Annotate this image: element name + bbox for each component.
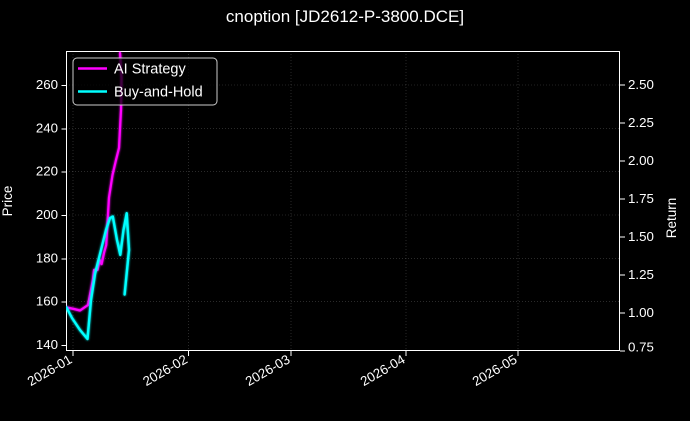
svg-text:0.75: 0.75 bbox=[628, 340, 654, 355]
svg-text:1.75: 1.75 bbox=[628, 191, 654, 206]
svg-text:Buy-and-Hold: Buy-and-Hold bbox=[114, 85, 203, 101]
svg-text:AI Strategy: AI Strategy bbox=[114, 62, 186, 78]
svg-text:1.50: 1.50 bbox=[628, 229, 654, 244]
svg-text:260: 260 bbox=[36, 77, 58, 92]
svg-text:220: 220 bbox=[36, 164, 58, 179]
svg-text:Price: Price bbox=[0, 186, 15, 217]
svg-text:cnoption [JD2612-P-3800.DCE]: cnoption [JD2612-P-3800.DCE] bbox=[226, 7, 464, 26]
svg-text:160: 160 bbox=[36, 294, 58, 309]
svg-text:2.25: 2.25 bbox=[628, 115, 654, 130]
svg-text:140: 140 bbox=[36, 337, 58, 352]
svg-text:Return: Return bbox=[664, 198, 679, 239]
svg-text:2.50: 2.50 bbox=[628, 77, 654, 92]
svg-text:180: 180 bbox=[36, 250, 58, 265]
svg-text:2.00: 2.00 bbox=[628, 153, 654, 168]
svg-text:200: 200 bbox=[36, 207, 58, 222]
svg-text:1.00: 1.00 bbox=[628, 305, 654, 320]
svg-text:240: 240 bbox=[36, 120, 58, 135]
svg-text:1.25: 1.25 bbox=[628, 267, 654, 282]
